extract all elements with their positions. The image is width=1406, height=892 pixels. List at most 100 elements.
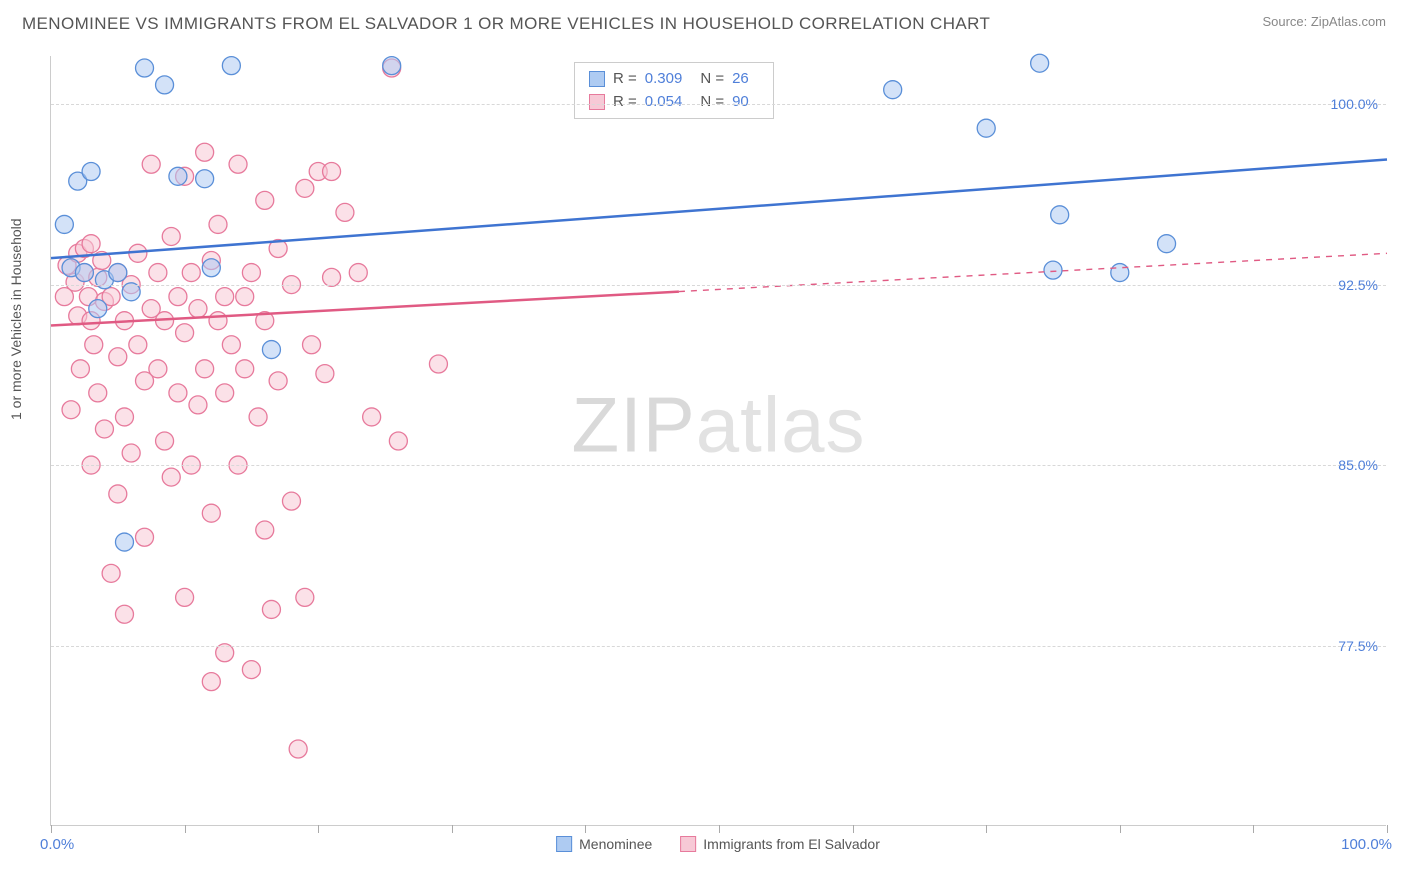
scatter-point: [189, 396, 207, 414]
y-tick-label: 85.0%: [1338, 457, 1378, 473]
scatter-point: [229, 155, 247, 173]
stats-n-value: 90: [732, 90, 749, 113]
scatter-point: [149, 360, 167, 378]
scatter-point: [71, 360, 89, 378]
scatter-point: [82, 235, 100, 253]
x-tick: [1387, 825, 1388, 833]
scatter-chart: ZIPatlas R =0.309N =26R =0.054N =90 77.5…: [50, 56, 1386, 826]
scatter-point: [209, 215, 227, 233]
scatter-point: [89, 300, 107, 318]
scatter-point: [156, 76, 174, 94]
legend-swatch: [680, 836, 696, 852]
scatter-point: [115, 605, 133, 623]
trend-line: [51, 159, 1387, 258]
scatter-point: [169, 167, 187, 185]
scatter-point: [323, 163, 341, 181]
scatter-point: [196, 170, 214, 188]
scatter-point: [256, 521, 274, 539]
scatter-point: [296, 588, 314, 606]
scatter-point: [109, 264, 127, 282]
scatter-point: [95, 420, 113, 438]
scatter-point: [109, 485, 127, 503]
scatter-point: [55, 215, 73, 233]
x-axis-min-label: 0.0%: [40, 836, 74, 853]
stats-row: R =0.054N =90: [589, 90, 759, 113]
stats-swatch: [589, 94, 605, 110]
scatter-point: [149, 264, 167, 282]
scatter-point: [262, 600, 280, 618]
gridline: [51, 465, 1386, 466]
scatter-point: [196, 360, 214, 378]
x-axis-labels: 0.0% 100.0% MenomineeImmigrants from El …: [50, 836, 1386, 866]
y-axis-label: 1 or more Vehicles in Household: [8, 218, 24, 420]
scatter-point: [389, 432, 407, 450]
plot-svg: [51, 56, 1386, 825]
scatter-point: [242, 661, 260, 679]
stats-row: R =0.309N =26: [589, 67, 759, 90]
correlation-stats-box: R =0.309N =26R =0.054N =90: [574, 62, 774, 119]
x-axis-max-label: 100.0%: [1341, 836, 1392, 853]
legend-swatch: [556, 836, 572, 852]
scatter-point: [316, 365, 334, 383]
stats-r-label: R =: [613, 67, 637, 90]
gridline: [51, 285, 1386, 286]
source-attribution: Source: ZipAtlas.com: [1262, 14, 1386, 29]
x-tick: [1253, 825, 1254, 833]
x-tick: [585, 825, 586, 833]
scatter-point: [216, 384, 234, 402]
scatter-point: [303, 336, 321, 354]
x-tick: [986, 825, 987, 833]
legend-label: Immigrants from El Salvador: [703, 836, 880, 852]
gridline: [51, 646, 1386, 647]
scatter-point: [156, 432, 174, 450]
scatter-point: [85, 336, 103, 354]
scatter-point: [242, 264, 260, 282]
trend-line-dashed: [679, 253, 1387, 291]
x-tick: [1120, 825, 1121, 833]
scatter-point: [89, 384, 107, 402]
legend-item: Menominee: [556, 836, 652, 852]
scatter-point: [249, 408, 267, 426]
scatter-point: [202, 259, 220, 277]
scatter-point: [176, 324, 194, 342]
scatter-point: [109, 348, 127, 366]
scatter-point: [209, 312, 227, 330]
stats-r-value: 0.054: [645, 90, 683, 113]
x-tick: [452, 825, 453, 833]
scatter-point: [256, 191, 274, 209]
x-tick: [185, 825, 186, 833]
y-tick-label: 92.5%: [1338, 277, 1378, 293]
y-tick-label: 77.5%: [1338, 638, 1378, 654]
scatter-point: [115, 408, 133, 426]
scatter-point: [289, 740, 307, 758]
scatter-point: [336, 203, 354, 221]
scatter-point: [202, 673, 220, 691]
scatter-point: [142, 155, 160, 173]
scatter-point: [884, 81, 902, 99]
scatter-point: [296, 179, 314, 197]
scatter-point: [222, 336, 240, 354]
scatter-point: [282, 492, 300, 510]
scatter-point: [136, 528, 154, 546]
scatter-point: [182, 264, 200, 282]
scatter-point: [169, 288, 187, 306]
y-tick-label: 100.0%: [1331, 96, 1378, 112]
scatter-point: [349, 264, 367, 282]
scatter-point: [269, 372, 287, 390]
scatter-point: [222, 57, 240, 75]
scatter-point: [1158, 235, 1176, 253]
scatter-point: [62, 401, 80, 419]
x-tick: [318, 825, 319, 833]
stats-r-label: R =: [613, 90, 637, 113]
scatter-point: [363, 408, 381, 426]
scatter-point: [115, 533, 133, 551]
scatter-point: [1051, 206, 1069, 224]
scatter-point: [162, 227, 180, 245]
stats-r-value: 0.309: [645, 67, 683, 90]
scatter-point: [383, 57, 401, 75]
scatter-point: [82, 163, 100, 181]
legend-item: Immigrants from El Salvador: [680, 836, 880, 852]
scatter-point: [169, 384, 187, 402]
stats-n-value: 26: [732, 67, 749, 90]
scatter-point: [202, 504, 220, 522]
